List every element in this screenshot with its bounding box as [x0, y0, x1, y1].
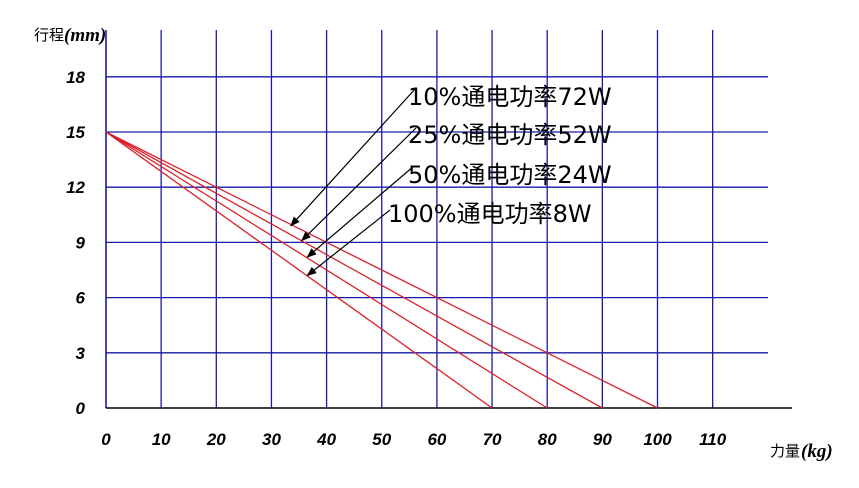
axes [105, 30, 792, 409]
annotation-label-3: 100%通电功率8W [388, 200, 592, 228]
series-lines [105, 131, 658, 409]
x-tick-label-40: 40 [316, 430, 336, 449]
annotations: 10%通电功率72W 25%通电功率52W 50%通电功率24W 100%通电功率8W [290, 83, 612, 277]
x-tick-label-60: 60 [427, 430, 446, 449]
annotation-label-2: 50%通电功率24W [408, 161, 612, 189]
x-tick-label-90: 90 [593, 430, 612, 449]
x-tick-label-0: 0 [101, 430, 111, 449]
x-tick-label-50: 50 [372, 430, 391, 449]
series-line-1 [105, 131, 603, 409]
tick-labels: 0 3 6 9 12 15 18 0 10 20 30 40 50 60 70 80 90 100 110 行程 (mm… [34, 25, 833, 462]
annotation-arrow-0 [290, 87, 417, 227]
y-tick-label-3: 3 [76, 344, 86, 363]
x-axis-title: 力量 [770, 442, 800, 460]
y-tick-label-9: 9 [76, 233, 86, 252]
x-axis-unit: (kg) [801, 441, 833, 462]
y-tick-label-12: 12 [66, 178, 85, 197]
x-tick-label-30: 30 [262, 430, 281, 449]
y-tick-label-6: 6 [76, 289, 86, 308]
y-tick-label-18: 18 [66, 68, 85, 87]
series-line-3 [105, 131, 493, 409]
x-tick-label-110: 110 [699, 430, 727, 449]
y-axis-title: 行程 [34, 26, 64, 44]
y-tick-label-0: 0 [76, 399, 86, 418]
annotation-arrow-1 [301, 127, 417, 242]
grid [106, 30, 768, 408]
annotation-label-1: 25%通电功率52W [408, 121, 612, 149]
annotation-arrow-3 [306, 209, 391, 277]
x-tick-label-20: 20 [206, 430, 226, 449]
x-tick-label-10: 10 [152, 430, 171, 449]
x-tick-label-80: 80 [538, 430, 557, 449]
annotation-label-0: 10%通电功率72W [408, 83, 612, 111]
y-tick-label-15: 15 [66, 123, 85, 142]
series-line-0 [105, 131, 658, 409]
series-line-2 [105, 131, 548, 409]
x-tick-label-100: 100 [643, 430, 672, 449]
y-axis-unit: (mm) [64, 25, 106, 46]
annotation-arrow-2 [306, 165, 415, 258]
x-tick-label-70: 70 [483, 430, 502, 449]
